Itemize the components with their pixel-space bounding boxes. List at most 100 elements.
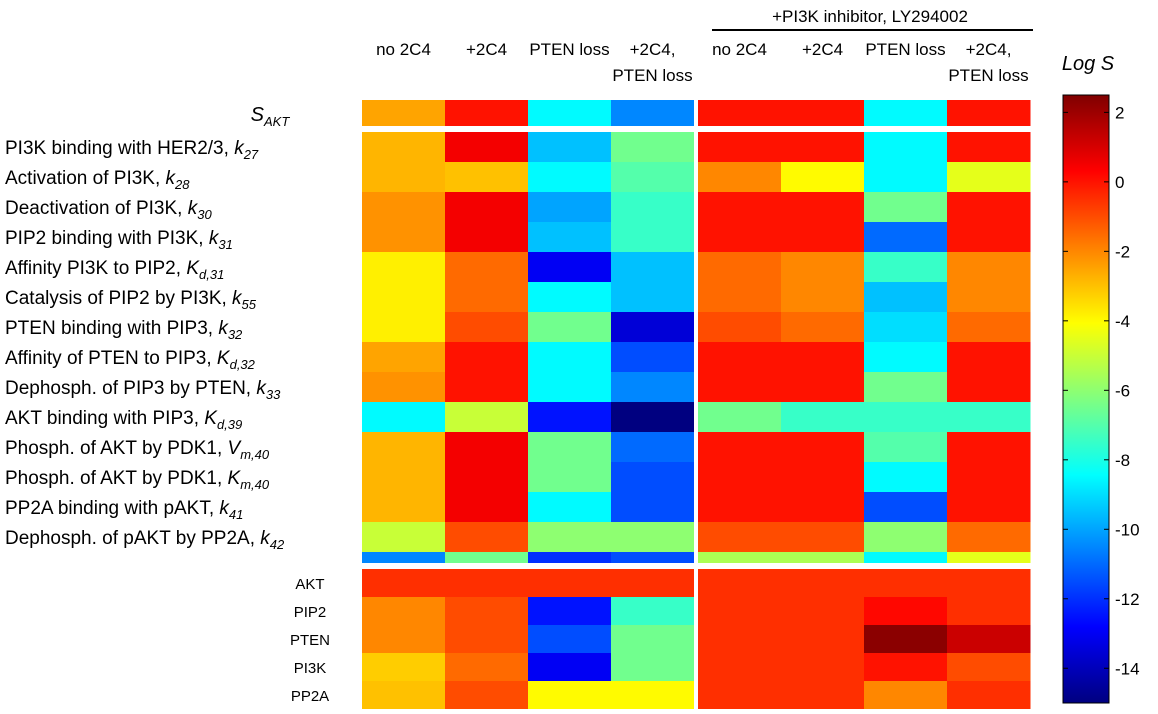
column-label-line1: +2C4 <box>802 40 843 59</box>
heatmap-cell <box>611 462 695 493</box>
heatmap-cell <box>698 653 782 682</box>
heatmap-cell <box>698 192 782 223</box>
heatmap-cell <box>611 522 695 553</box>
heatmap-cell <box>698 492 782 523</box>
heatmap-cell <box>611 282 695 313</box>
heatmap-cell <box>781 597 865 626</box>
heatmap-cell <box>445 462 529 493</box>
row-label-output: SAKT <box>251 104 291 129</box>
heatmap-cell <box>362 132 446 163</box>
heatmap-cell <box>528 162 612 193</box>
heatmap-cell <box>445 597 529 626</box>
colorbar-tick-label: 0 <box>1115 173 1124 192</box>
heatmap-cell <box>864 462 948 493</box>
heatmap-cell <box>698 342 782 373</box>
heatmap-cell <box>698 132 782 163</box>
heatmap-cell <box>698 100 782 131</box>
heatmap-cell <box>528 653 612 682</box>
heatmap-cell <box>947 492 1031 523</box>
heatmap-cell <box>362 192 446 223</box>
heatmap-cell <box>528 372 612 403</box>
heatmap-cell <box>611 312 695 343</box>
heatmap-cell <box>947 402 1031 433</box>
heatmap-cell <box>864 569 948 598</box>
heatmap-cell <box>528 222 612 253</box>
heatmap-cell <box>864 653 948 682</box>
heatmap-cell <box>781 522 865 553</box>
heatmap-cell <box>781 492 865 523</box>
heatmap-cell <box>528 100 612 131</box>
heatmap-cell <box>781 282 865 313</box>
row-label-parameter: PI3K binding with HER2/3, k27 <box>5 138 259 162</box>
column-label-line2: PTEN loss <box>612 66 692 85</box>
colorbar-tick-label: -12 <box>1115 590 1140 609</box>
section-separator-bottom <box>355 563 1045 569</box>
heatmap-cell <box>362 402 446 433</box>
heatmap-cell <box>698 312 782 343</box>
heatmap-cell <box>445 162 529 193</box>
heatmap-cell <box>698 162 782 193</box>
heatmap-cell <box>864 432 948 463</box>
heatmap-cell <box>362 312 446 343</box>
heatmap-cell <box>362 432 446 463</box>
heatmap-cell <box>698 432 782 463</box>
row-label-species: PI3K <box>294 660 327 677</box>
heatmap-cell <box>528 492 612 523</box>
heatmap-cell <box>611 192 695 223</box>
heatmap-cell <box>362 462 446 493</box>
heatmap-cell <box>698 282 782 313</box>
heatmap-cell <box>781 252 865 283</box>
heatmap-cell <box>362 162 446 193</box>
heatmap-cell <box>362 282 446 313</box>
heatmap-cell <box>781 625 865 654</box>
row-label-parameter: AKT binding with PIP3, Kd,39 <box>5 408 242 432</box>
row-label-parameter: Phosph. of AKT by PDK1, Km,40 <box>5 468 270 492</box>
heatmap-cell <box>698 597 782 626</box>
heatmap-cell <box>781 681 865 710</box>
heatmap-cell <box>362 342 446 373</box>
heatmap-cell <box>864 100 948 131</box>
heatmap-cell <box>362 222 446 253</box>
heatmap-cell <box>864 625 948 654</box>
heatmap-cell <box>611 162 695 193</box>
heatmap-cell <box>947 625 1031 654</box>
colorbar-tick-label: 2 <box>1115 103 1124 122</box>
heatmap-cell <box>528 432 612 463</box>
heatmap-cell <box>611 492 695 523</box>
heatmap-cell <box>947 653 1031 682</box>
row-label-species: PIP2 <box>294 604 327 621</box>
heatmap-cell <box>781 342 865 373</box>
heatmap-cell <box>445 312 529 343</box>
heatmap-cell <box>611 132 695 163</box>
heatmap-cell <box>698 522 782 553</box>
heatmap-cell <box>362 492 446 523</box>
heatmap-cell <box>864 597 948 626</box>
heatmap-cell <box>947 222 1031 253</box>
heatmap-cell <box>445 432 529 463</box>
heatmap-cell <box>362 569 446 598</box>
row-label-parameter: PIP2 binding with PI3K, k31 <box>5 228 233 252</box>
heatmap-cell <box>362 100 446 131</box>
heatmap-cell <box>698 681 782 710</box>
heatmap-cell <box>864 192 948 223</box>
column-label-line2: PTEN loss <box>948 66 1028 85</box>
heatmap-cell <box>528 462 612 493</box>
colorbar-tick-label: -14 <box>1115 659 1140 678</box>
row-label-parameter: Affinity of PTEN to PIP3, Kd,32 <box>5 348 256 372</box>
column-label-line1: PTEN loss <box>529 40 609 59</box>
heatmap-cell <box>445 100 529 131</box>
heatmap-cell <box>445 192 529 223</box>
heatmap-cell <box>528 312 612 343</box>
row-label-parameter: Phosph. of AKT by PDK1, Vm,40 <box>5 438 270 462</box>
row-label-parameter: Dephosph. of pAKT by PP2A, k42 <box>5 528 285 552</box>
row-label-parameter: PP2A binding with pAKT, k41 <box>5 498 243 522</box>
heatmap-cell <box>445 681 529 710</box>
section-separator-top <box>355 126 1045 132</box>
heatmap-cell <box>781 100 865 131</box>
heatmap-cell <box>362 653 446 682</box>
heatmap-cell <box>947 252 1031 283</box>
heatmap-cell <box>698 402 782 433</box>
heatmap-cell <box>864 222 948 253</box>
heatmap-cell <box>698 569 782 598</box>
